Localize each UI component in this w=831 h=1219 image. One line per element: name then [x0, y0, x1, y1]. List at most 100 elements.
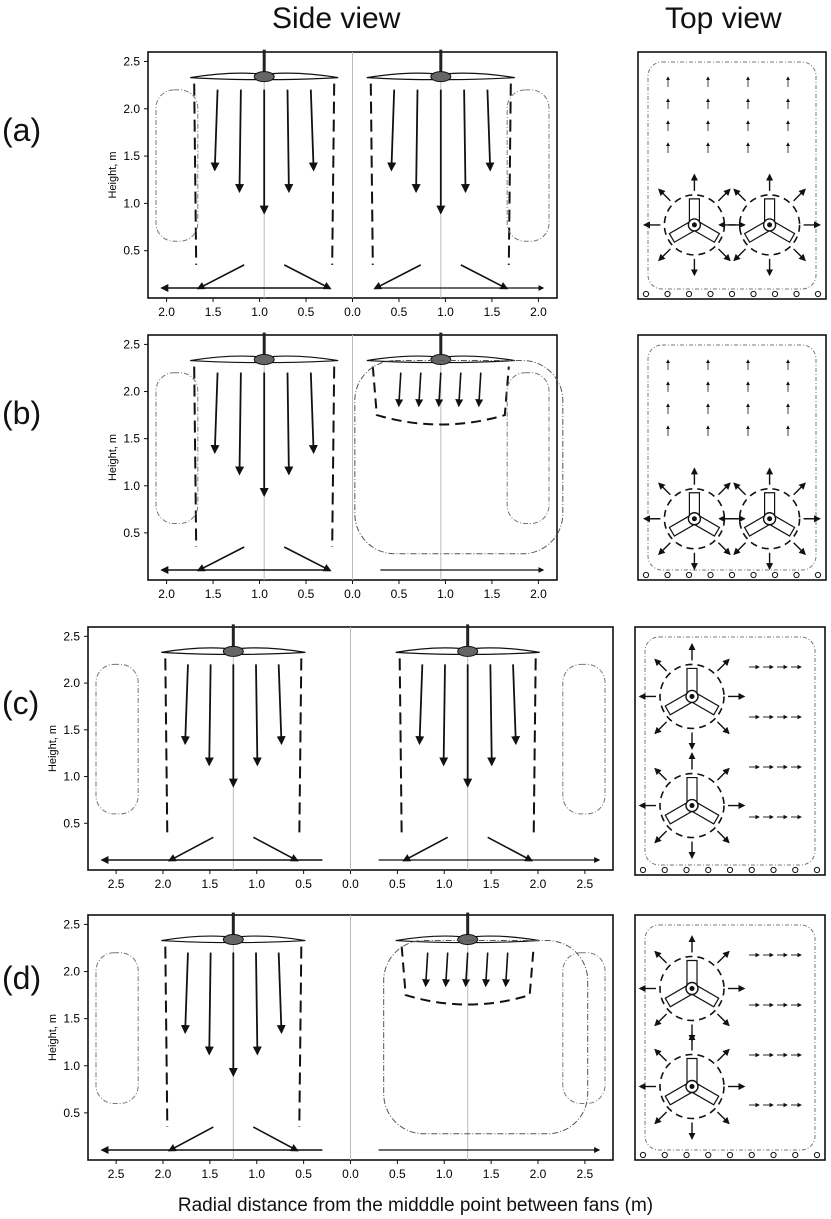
vortex-marker — [814, 290, 822, 298]
x-tick-label: 1.5 — [483, 1167, 500, 1181]
flow-arrow — [733, 542, 747, 556]
panel-label-d: (d) — [2, 960, 42, 996]
flow-arrow — [284, 89, 294, 194]
x-tick-label: 0.5 — [295, 1167, 312, 1181]
wall-boundary — [644, 636, 816, 866]
y-tick-label: 1.5 — [123, 432, 140, 446]
vortex-marker — [726, 1151, 734, 1159]
flow-arrow — [210, 372, 220, 455]
panel-label-b: (b) — [2, 395, 42, 431]
top-view-fan-icon — [659, 663, 725, 730]
flow-arrow — [482, 952, 491, 988]
wall-boundary — [644, 924, 816, 1151]
flow-arrow — [439, 664, 449, 767]
x-tick-label: 1.0 — [437, 305, 454, 319]
flow-arrow — [235, 372, 245, 476]
flow-arrow — [654, 1013, 668, 1027]
flow-arrow — [658, 482, 671, 496]
flow-arrow — [422, 952, 431, 988]
top-view-fan-icon — [659, 955, 725, 1022]
jet-boundary — [298, 658, 303, 838]
vortex-marker — [705, 866, 712, 874]
recirculation-zone — [354, 360, 564, 555]
ceiling-fan-icon — [366, 49, 515, 83]
flow-arrow — [460, 89, 470, 194]
flow-arrow — [485, 89, 495, 172]
flow-arrow — [502, 952, 511, 988]
x-tick-label: 0.5 — [389, 877, 406, 891]
flow-arrow — [460, 264, 509, 290]
flow-arrow — [442, 952, 451, 988]
flow-arrow — [252, 1126, 299, 1152]
vortex-marker — [728, 571, 736, 579]
vortex-marker — [683, 866, 690, 874]
vortex-marker — [639, 866, 647, 874]
flow-arrow — [395, 372, 404, 408]
vortex-marker — [793, 571, 800, 579]
x-tick-label: 1.5 — [484, 587, 501, 601]
ceiling-fan-icon — [161, 912, 306, 946]
x-tick-label: 2.5 — [577, 877, 594, 891]
flow-arrow — [716, 1048, 730, 1062]
vortex-marker — [793, 290, 800, 298]
jet-boundary — [193, 366, 198, 548]
flow-arrow — [716, 1111, 730, 1125]
wall-vortex — [562, 663, 606, 815]
wall-vortex — [95, 952, 139, 1104]
top-view-panel-c — [634, 626, 826, 876]
flow-arrow — [654, 658, 668, 672]
flow-arrow — [204, 664, 214, 767]
vortex-marker — [792, 1151, 799, 1159]
flow-arrow — [717, 188, 731, 202]
flow-arrow — [415, 372, 424, 408]
y-tick-label: 1.5 — [123, 149, 140, 163]
flow-arrow — [308, 89, 318, 172]
x-tick-label: 0.5 — [298, 305, 315, 319]
x-tick-label: 2.0 — [158, 305, 175, 319]
x-tick-label: 0.5 — [295, 877, 312, 891]
flow-arrow — [284, 372, 294, 476]
flow-arrow — [793, 482, 806, 496]
x-tick-label: 2.0 — [530, 587, 547, 601]
x-tick-label: 2.0 — [530, 877, 547, 891]
side-view-header: Side view — [272, 2, 401, 35]
y-tick-label: 2.5 — [123, 54, 140, 68]
vortex-marker — [750, 290, 757, 298]
side-view-panel-b: 0.5 1.0 1.5 2.0 2.5 Height, m 2.0 1.5 1.0 0.5 0.0 0… — [107, 332, 564, 601]
top-view-frame — [637, 51, 827, 300]
flow-arrow — [716, 1013, 730, 1027]
flow-arrow — [252, 836, 299, 862]
x-tick-label: 1.0 — [248, 877, 265, 891]
flow-arrow — [455, 372, 464, 408]
jet-boundary — [532, 658, 537, 838]
x-tick-label: 1.5 — [484, 305, 501, 319]
flow-arrow — [308, 372, 318, 455]
wall-boundary — [647, 344, 817, 571]
vortex-marker — [726, 866, 734, 874]
vortex-marker — [792, 866, 799, 874]
vortex-marker — [770, 1151, 777, 1159]
flow-arrow — [167, 836, 214, 862]
x-tick-label: 0.0 — [342, 877, 359, 891]
x-tick-label: 0.5 — [391, 305, 408, 319]
wall-vortex — [562, 952, 606, 1104]
flow-arrow — [716, 830, 730, 844]
flow-arrow — [654, 767, 668, 781]
x-tick-label: 0.5 — [391, 587, 408, 601]
y-tick-label: 2.5 — [63, 917, 80, 931]
y-tick-label: 0.5 — [123, 526, 140, 540]
y-tick-label: 2.5 — [123, 337, 140, 351]
top-view-fan-icon — [663, 487, 726, 550]
y-tick-label: 2.0 — [123, 102, 140, 116]
wall-vortex — [95, 663, 139, 815]
x-tick-label: 1.5 — [483, 877, 500, 891]
x-tick-label: 1.5 — [202, 1167, 219, 1181]
y-tick-label: 0.5 — [63, 816, 80, 830]
vortex-marker — [771, 571, 779, 579]
y-tick-label: 1.0 — [63, 770, 80, 784]
flow-arrow — [204, 952, 214, 1056]
flow-arrow — [373, 264, 422, 290]
flow-arrow — [210, 89, 220, 172]
x-tick-label: 1.0 — [436, 877, 453, 891]
flow-arrow — [415, 664, 425, 746]
